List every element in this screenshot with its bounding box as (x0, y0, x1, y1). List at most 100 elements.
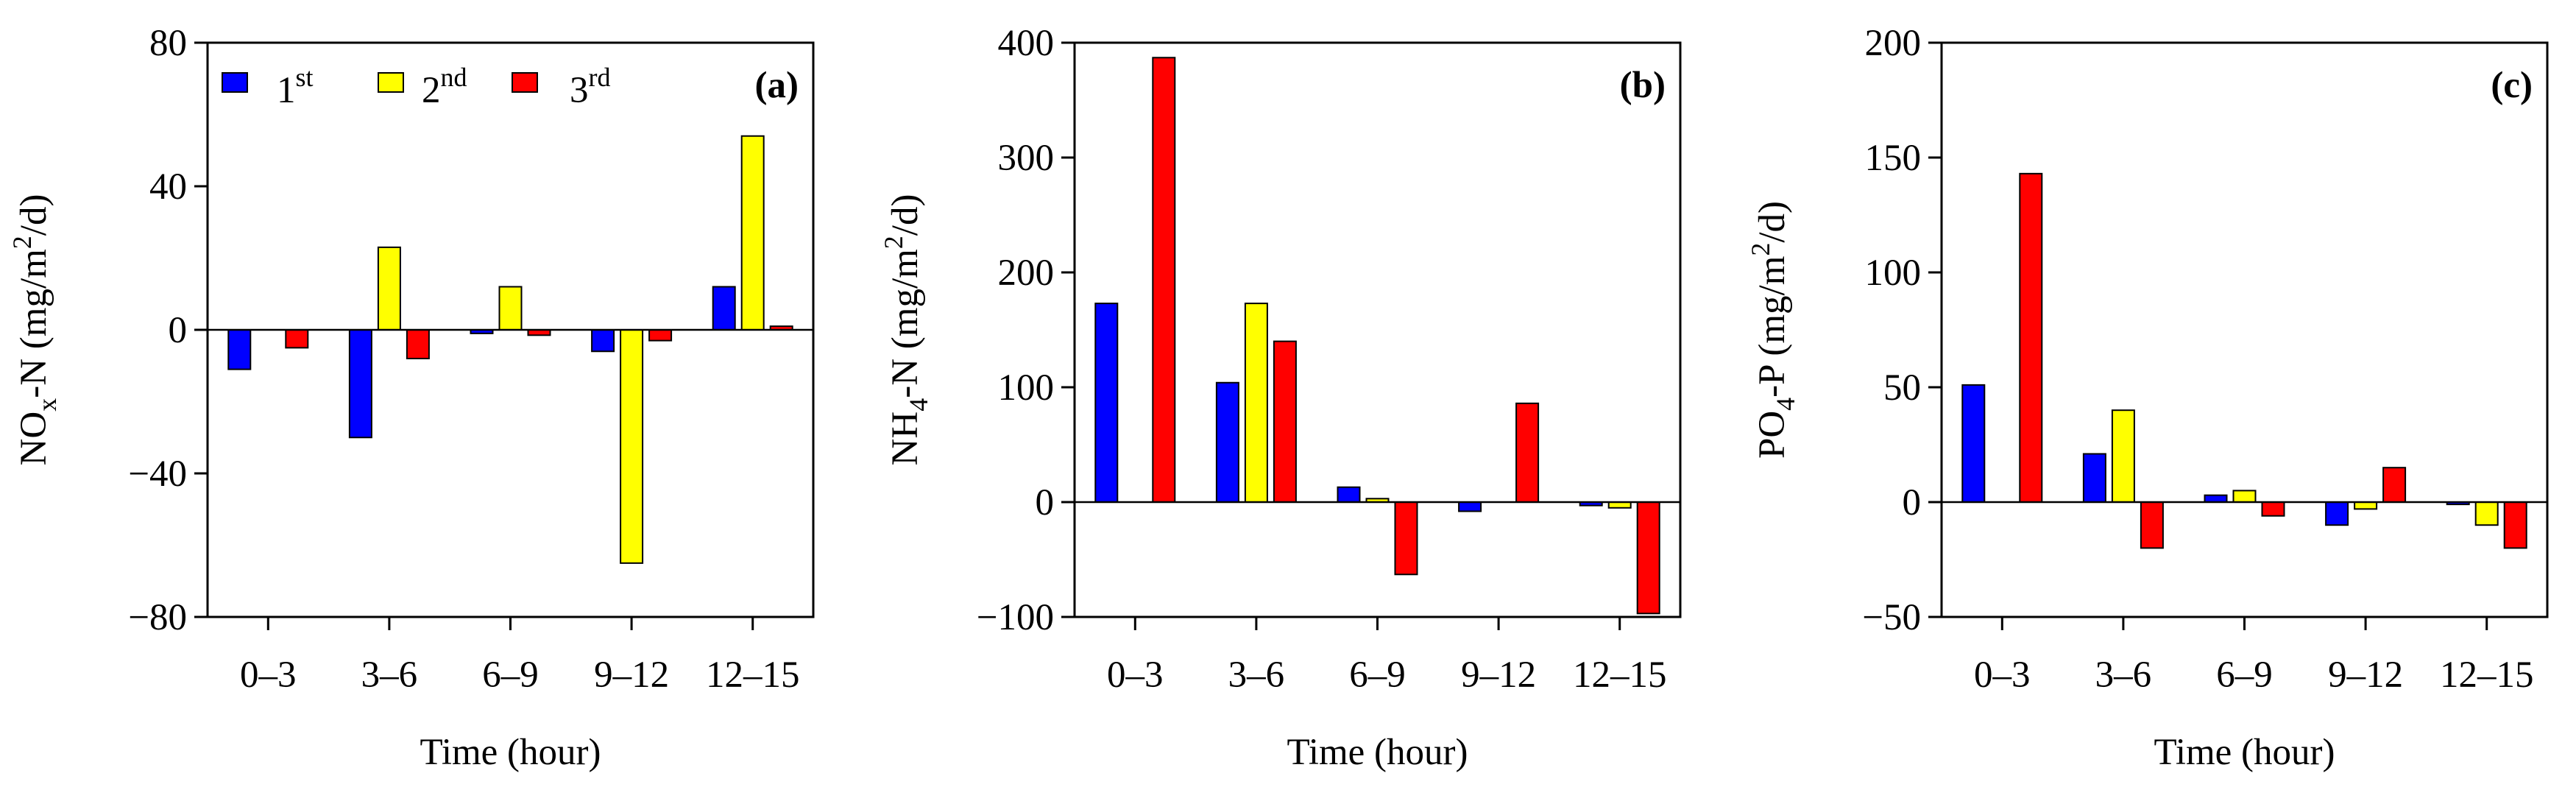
y-tick-label: −40 (128, 454, 187, 495)
panel-c: −50 0 50 100 150 200 0–3 3–6 6–9 9–12 12–15 Time (h… (1746, 23, 2549, 773)
x-tick-label: 6–9 (2216, 654, 2273, 696)
y-axis-label-part: -N (mg/m (885, 249, 926, 398)
bar-2nd-12–15 (740, 135, 765, 331)
bar-3rd-6–9 (1394, 501, 1418, 576)
bar-3rd-6–9 (2261, 501, 2285, 517)
panel-label: (b) (1620, 65, 1666, 106)
bar-3rd-0–3 (2019, 172, 2043, 503)
y-axis-label-part: NO (13, 412, 54, 466)
y-axis-label-part: /d) (1752, 201, 1793, 243)
y-axis-label-part: x (32, 398, 62, 412)
bar-2nd-6–9 (498, 286, 523, 331)
x-tick-label: 0–3 (1974, 654, 2031, 696)
x-tick-label: 9–12 (1461, 654, 1536, 696)
x-axis-label: Time (hour) (2154, 732, 2335, 773)
bar-1st-9–12 (1458, 501, 1482, 512)
panel-label: (c) (2491, 65, 2533, 106)
y-tick-label: 200 (1865, 23, 1922, 64)
bar-3rd-9–12 (2382, 467, 2407, 504)
legend-swatch-2 (378, 72, 404, 93)
y-tick-label: −100 (977, 597, 1054, 638)
bar-3rd-12–15 (1636, 501, 1660, 615)
y-tick-label: 400 (998, 23, 1055, 64)
y-tick-label: 100 (998, 367, 1055, 409)
y-axis-label-part: -P (mg/m (1752, 256, 1793, 398)
y-tick-label: 0 (1036, 482, 1055, 523)
bar-2nd-9–12 (2354, 501, 2378, 510)
legend-label-sup: nd (441, 63, 467, 92)
bar-1st-12–15 (712, 286, 736, 331)
legend-swatch-3 (512, 72, 538, 93)
y-tick-label: −80 (128, 597, 187, 638)
y-tick-label: 0 (169, 310, 188, 351)
bar-3rd-9–12 (1515, 402, 1540, 504)
y-axis-label: NOx-N (mg/m2/d) (7, 194, 62, 466)
x-tick-label: 12–15 (2440, 654, 2534, 696)
x-tick-label: 6–9 (1349, 654, 1406, 696)
x-tick-label: 3–6 (2095, 654, 2152, 696)
bar-1st-6–9 (1337, 486, 1361, 503)
y-tick-label: 50 (1883, 367, 1921, 409)
y-tick-label: 200 (998, 253, 1055, 294)
bar-2nd-6–9 (2232, 490, 2257, 504)
legend-label-sup: st (296, 63, 314, 92)
bar-2nd-3–6 (2111, 409, 2135, 504)
y-axis-label-part: PO (1752, 411, 1793, 459)
y-axis-label-part: 2 (7, 236, 37, 249)
bar-3rd-0–3 (285, 329, 309, 349)
legend-label-2: 2nd (422, 63, 467, 111)
y-axis-label-part: 4 (1771, 398, 1800, 411)
bar-1st-0–3 (1094, 303, 1119, 503)
x-tick-label: 0–3 (240, 654, 297, 696)
legend: 1st 2nd 3rd (222, 63, 611, 111)
bar-2nd-12–15 (2474, 501, 2499, 526)
x-tick-label: 6–9 (482, 654, 539, 696)
bar-1st-6–9 (2204, 494, 2228, 504)
bar-3rd-3–6 (1273, 340, 1297, 503)
x-axis-label: Time (hour) (420, 732, 601, 773)
bar-2nd-3–6 (1244, 303, 1268, 503)
y-axis-label-part: 4 (904, 398, 933, 412)
bar-3rd-3–6 (2140, 501, 2164, 549)
bar-3rd-3–6 (406, 329, 430, 359)
panel-a: −80 −40 0 40 80 0–3 3–6 6–9 9–12 12–15 Time (hour)… (7, 23, 815, 773)
y-tick-label: −50 (1862, 597, 1921, 638)
legend-swatch-1 (222, 72, 248, 93)
y-tick-label: 100 (1865, 253, 1922, 294)
x-tick-label: 0–3 (1107, 654, 1164, 696)
bar-3rd-9–12 (648, 329, 673, 342)
y-axis-label-part: /d) (13, 194, 54, 236)
bar-3rd-0–3 (1152, 57, 1176, 503)
panel-b: −100 0 100 200 300 400 0–3 3–6 6–9 9–12 12–15 Time … (879, 23, 1682, 773)
legend-label-3: 3rd (570, 63, 611, 111)
y-axis-label-part: 2 (1746, 243, 1775, 256)
legend-label-base: 3 (570, 70, 589, 111)
x-tick-label: 3–6 (1228, 654, 1285, 696)
bar-1st-0–3 (227, 329, 252, 370)
bar-2nd-3–6 (377, 246, 401, 331)
y-axis-label: PO4-P (mg/m2/d) (1746, 201, 1800, 459)
legend-label-1: 1st (277, 63, 314, 111)
y-axis-label-part: -N (mg/m (13, 249, 54, 398)
y-tick-label: 300 (998, 138, 1055, 179)
bar-1st-9–12 (2325, 501, 2349, 526)
bar-2nd-9–12 (620, 329, 644, 564)
bar-3rd-12–15 (2503, 501, 2527, 549)
legend-label-base: 1 (277, 70, 296, 111)
bar-1st-0–3 (1961, 384, 1986, 503)
y-axis-label: NH4-N (mg/m2/d) (879, 194, 933, 466)
y-tick-label: 80 (149, 23, 187, 64)
y-tick-label: 40 (149, 166, 187, 208)
x-tick-label: 9–12 (2328, 654, 2403, 696)
x-axis-label: Time (hour) (1287, 732, 1468, 773)
bar-1st-3–6 (2082, 453, 2106, 503)
y-axis-label-part: 2 (879, 236, 908, 249)
bar-1st-3–6 (1215, 381, 1239, 504)
bar-1st-9–12 (591, 329, 615, 353)
legend-label-sup: rd (589, 63, 611, 92)
x-tick-label: 12–15 (1573, 654, 1667, 696)
x-tick-label: 12–15 (706, 654, 800, 696)
bar-1st-3–6 (348, 329, 372, 439)
x-tick-label: 9–12 (594, 654, 669, 696)
